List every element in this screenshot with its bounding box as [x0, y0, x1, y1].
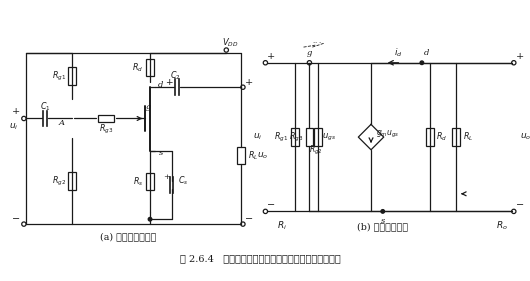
- Bar: [426, 128, 434, 146]
- Text: d: d: [424, 49, 429, 57]
- Bar: [237, 147, 245, 164]
- Text: −: −: [12, 215, 20, 224]
- Text: $C_s$: $C_s$: [178, 175, 189, 187]
- Bar: [452, 128, 460, 146]
- Circle shape: [420, 61, 423, 65]
- Text: $\cdot\!\cdot\!\cdot$: $\cdot\!\cdot\!\cdot$: [312, 37, 322, 45]
- Bar: [314, 128, 322, 146]
- Circle shape: [148, 217, 152, 221]
- Text: +: +: [12, 107, 20, 116]
- Text: $R_{g2}$: $R_{g2}$: [310, 144, 323, 157]
- Text: $R_i$: $R_i$: [277, 220, 287, 232]
- Text: g: g: [307, 49, 312, 57]
- Text: +: +: [165, 78, 172, 87]
- Text: $R_{g3}$: $R_{g3}$: [289, 131, 303, 144]
- Text: d: d: [158, 81, 163, 89]
- Text: $u_o$: $u_o$: [257, 150, 268, 161]
- Circle shape: [381, 210, 385, 213]
- Text: −: −: [245, 215, 253, 224]
- Text: +: +: [163, 173, 170, 181]
- Text: (a) 分压式偏置电路: (a) 分压式偏置电路: [100, 232, 157, 241]
- Text: $R_d$: $R_d$: [132, 62, 143, 74]
- Text: $R_{g3}$: $R_{g3}$: [99, 123, 113, 136]
- Text: $R_{g2}$: $R_{g2}$: [52, 175, 66, 188]
- Text: $g_m u_{gs}$: $g_m u_{gs}$: [376, 129, 399, 140]
- Text: $R_{g1}$: $R_{g1}$: [274, 131, 288, 144]
- Text: $u_i$: $u_i$: [10, 121, 19, 132]
- Text: A: A: [59, 119, 65, 127]
- Bar: [146, 59, 154, 76]
- Bar: [68, 172, 76, 190]
- Text: $u_i$: $u_i$: [253, 132, 262, 142]
- Text: g: g: [145, 103, 151, 111]
- Bar: [305, 128, 313, 146]
- Text: $R_o$: $R_o$: [496, 220, 508, 232]
- Text: $R_{g1}$: $R_{g1}$: [52, 69, 66, 83]
- Text: (b) 微变等效电路: (b) 微变等效电路: [357, 223, 408, 232]
- Text: −: −: [267, 201, 276, 210]
- Text: $R_d$: $R_d$: [436, 131, 447, 143]
- Text: $u_o$: $u_o$: [520, 132, 530, 142]
- Text: $R_s$: $R_s$: [133, 175, 144, 188]
- Bar: [291, 128, 299, 146]
- Bar: [68, 67, 76, 85]
- Text: $R_L$: $R_L$: [463, 131, 473, 143]
- Text: $V_{DD}$: $V_{DD}$: [222, 37, 238, 49]
- Text: +: +: [516, 52, 524, 61]
- Text: s: s: [158, 149, 163, 157]
- Text: $u_{gs}$: $u_{gs}$: [322, 132, 336, 143]
- Text: +: +: [245, 78, 253, 87]
- Text: $C_1$: $C_1$: [40, 101, 51, 113]
- Text: $C_2$: $C_2$: [170, 69, 181, 82]
- Text: $R_L$: $R_L$: [248, 149, 258, 162]
- Text: +: +: [267, 52, 276, 61]
- Text: −: −: [516, 201, 524, 210]
- Bar: [146, 173, 154, 190]
- Text: s: s: [381, 217, 385, 225]
- Text: 图 2.6.4   分压式偏压共源极放大电路及其微变等效电路: 图 2.6.4 分压式偏压共源极放大电路及其微变等效电路: [180, 254, 341, 263]
- Text: $i_d$: $i_d$: [394, 47, 403, 59]
- Bar: [98, 115, 114, 122]
